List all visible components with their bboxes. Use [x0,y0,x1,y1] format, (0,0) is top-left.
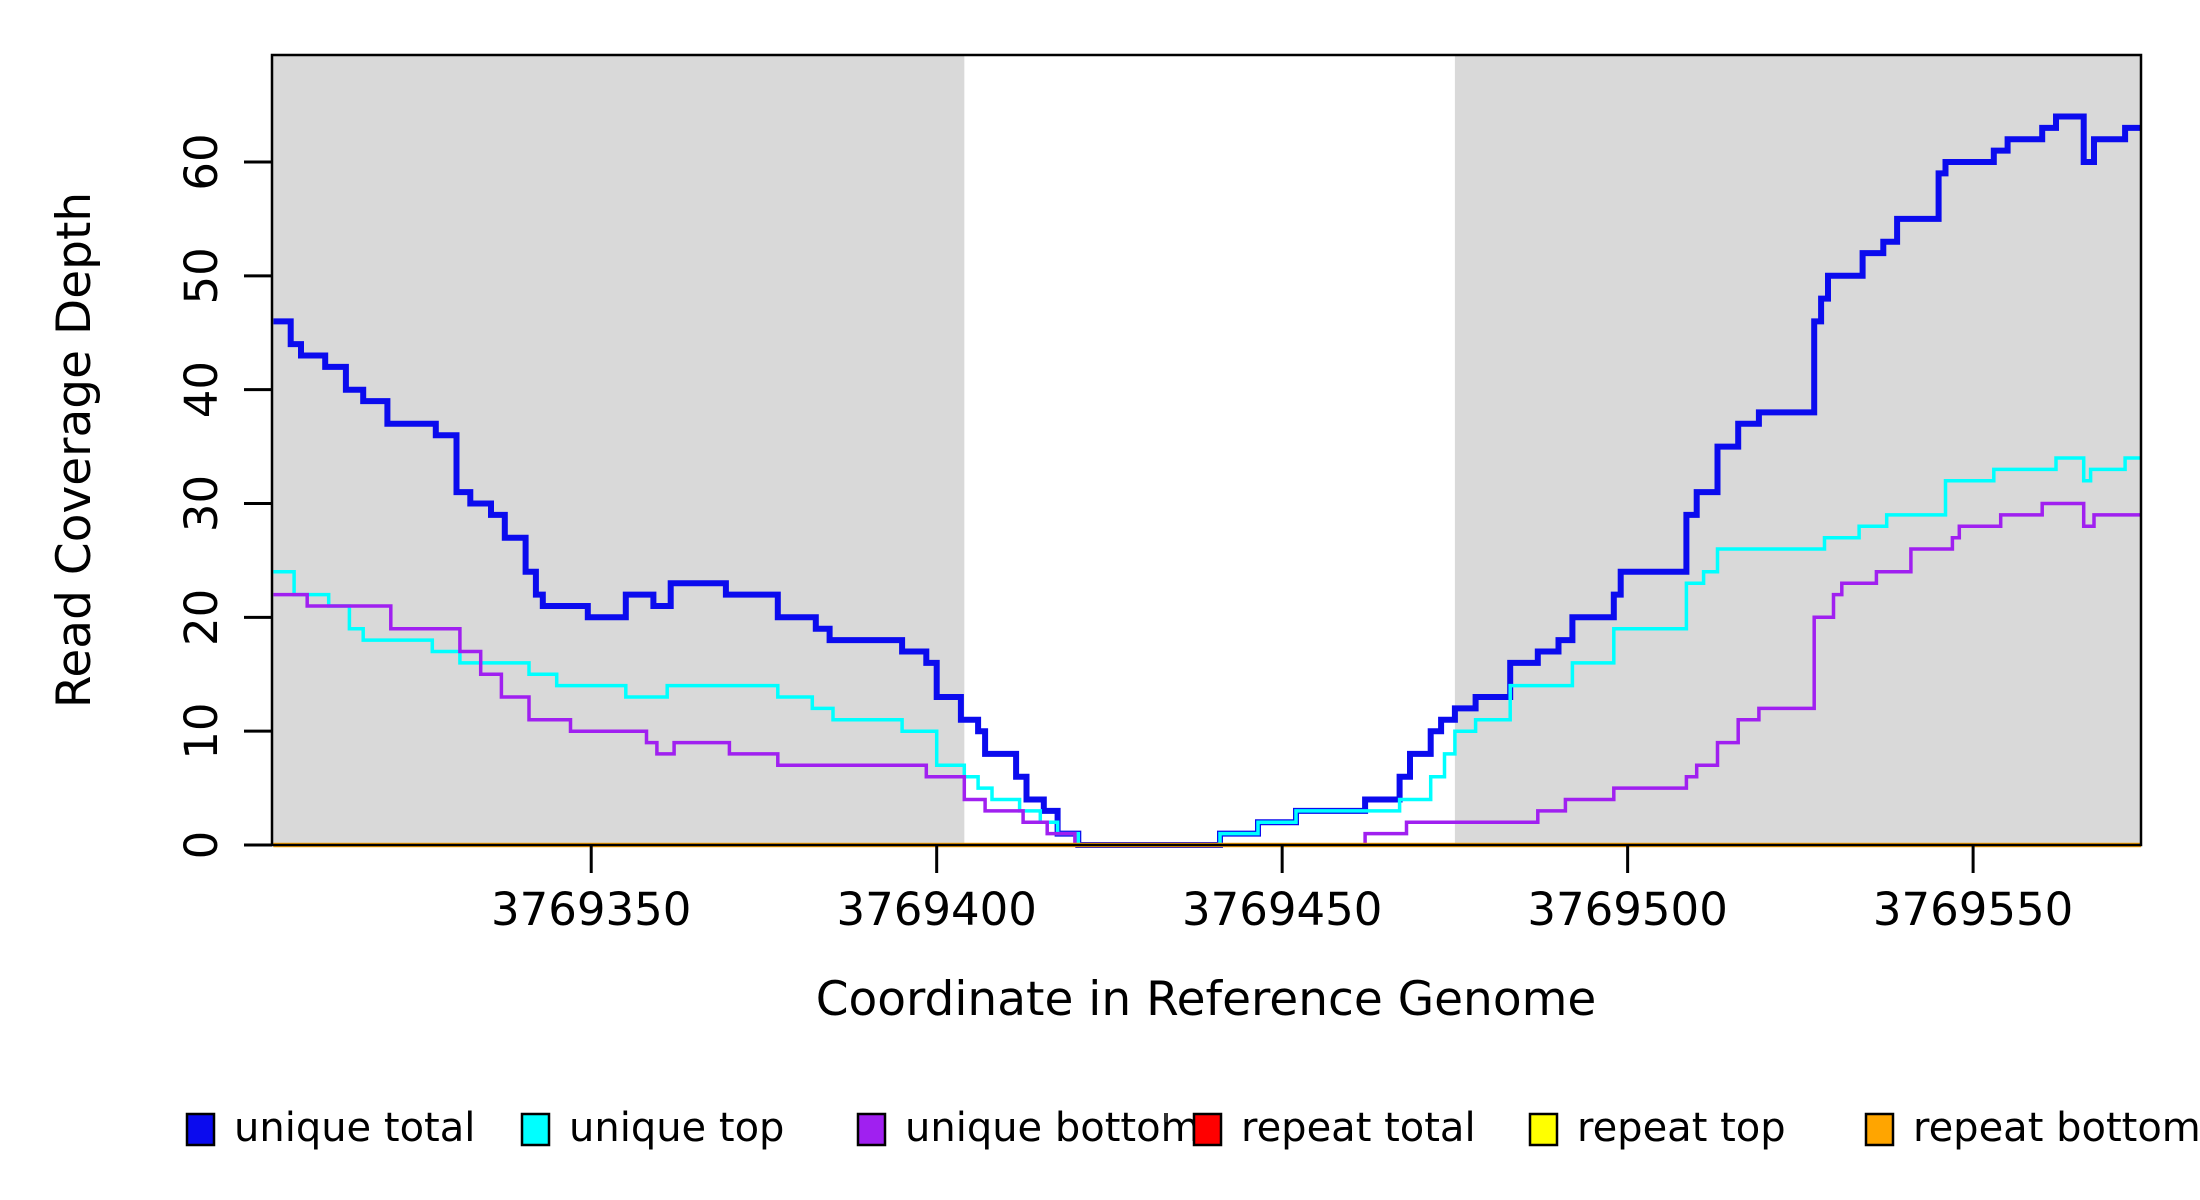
stray-dot-mark [1164,1113,1168,1122]
shaded-regions [272,55,2141,845]
y-tick-label: 30 [175,475,228,532]
x-tick-label: 3769550 [1873,883,2073,936]
legend-swatch-repeat-bottom [1864,1112,1895,1147]
series-line-unique-top [273,456,2141,847]
legend-swatch-unique-total [185,1112,216,1147]
x-tick-label: 3769400 [836,883,1036,936]
y-axis-title: Read Coverage Depth [47,192,102,708]
legend-label-repeat-top: repeat top [1577,1105,1786,1151]
series-line-unique-bottom [273,501,2141,847]
y-tick-label: 40 [175,361,228,418]
legend: unique total unique top unique bottom repea… [185,1105,2200,1151]
repeat-region-shade [1454,55,2141,845]
stray-dot [1164,1113,1168,1122]
legend-swatch-unique-top [520,1112,551,1147]
y-axis: 0 10 20 30 40 50 60 [175,133,272,859]
plot-box [270,53,2143,847]
legend-label-unique-total: unique total [234,1105,475,1151]
x-axis: 3769350 3769400 3769450 3769500 3769550 [491,845,2073,936]
legend-swatch-repeat-total [1192,1112,1223,1147]
y-tick-label: 10 [175,703,228,760]
x-tick-label: 3769450 [1182,883,1382,936]
x-axis-title: Coordinate in Reference Genome [816,972,1597,1027]
legend-swatch-unique-bottom [856,1112,887,1147]
legend-label-unique-top: unique top [569,1105,784,1151]
legend-swatch-repeat-top [1528,1112,1559,1147]
legend-label-unique-bottom: unique bottom [905,1105,1200,1151]
repeat-region-shade [272,55,965,845]
legend-label-repeat-total: repeat total [1241,1105,1476,1151]
y-tick-label: 50 [175,247,228,304]
plot-border [270,53,2143,847]
y-tick-label: 0 [175,831,228,860]
y-tick-label: 60 [175,133,228,190]
x-tick-label: 3769500 [1527,883,1727,936]
y-tick-label: 20 [175,589,228,646]
legend-label-repeat-bottom: repeat bottom [1913,1105,2200,1151]
x-tick-label: 3769350 [491,883,691,936]
